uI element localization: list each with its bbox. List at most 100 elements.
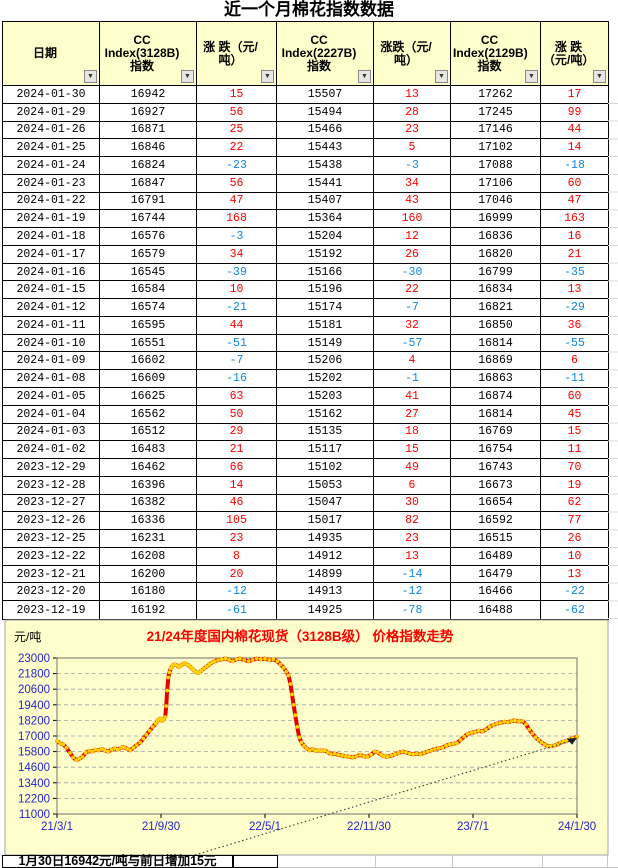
value-cell[interactable]: 28 bbox=[374, 103, 451, 122]
date-cell[interactable]: 2023-12-28 bbox=[3, 476, 100, 495]
value-cell[interactable]: 17146 bbox=[451, 121, 541, 140]
value-cell[interactable]: 15 bbox=[541, 423, 608, 442]
value-cell[interactable]: 16512 bbox=[100, 423, 197, 442]
value-cell[interactable]: 16592 bbox=[451, 512, 541, 531]
value-cell[interactable]: 16396 bbox=[100, 476, 197, 495]
value-cell[interactable]: -22 bbox=[541, 583, 608, 602]
value-cell[interactable]: 13 bbox=[541, 565, 608, 584]
value-cell[interactable]: 14 bbox=[541, 139, 608, 158]
value-cell[interactable]: 26 bbox=[374, 245, 451, 264]
value-cell[interactable]: 56 bbox=[197, 174, 277, 193]
value-cell[interactable]: 15135 bbox=[277, 423, 374, 442]
value-cell[interactable]: 82 bbox=[374, 512, 451, 531]
value-cell[interactable]: 16814 bbox=[451, 405, 541, 424]
value-cell[interactable]: 16192 bbox=[100, 601, 197, 619]
value-cell[interactable]: 16834 bbox=[451, 281, 541, 300]
value-cell[interactable]: 20 bbox=[197, 565, 277, 584]
value-cell[interactable]: 15102 bbox=[277, 459, 374, 477]
value-cell[interactable]: 44 bbox=[197, 316, 277, 335]
value-cell[interactable]: 18 bbox=[374, 423, 451, 442]
value-cell[interactable]: 16336 bbox=[100, 512, 197, 531]
date-cell[interactable]: 2023-12-21 bbox=[3, 565, 100, 584]
value-cell[interactable]: -55 bbox=[541, 334, 608, 353]
value-cell[interactable]: 16489 bbox=[451, 547, 541, 566]
date-cell[interactable]: 2024-01-05 bbox=[3, 388, 100, 406]
value-cell[interactable]: 14912 bbox=[277, 547, 374, 566]
value-cell[interactable]: 26 bbox=[541, 530, 608, 548]
value-cell[interactable]: 16927 bbox=[100, 103, 197, 122]
date-cell[interactable]: 2023-12-19 bbox=[3, 601, 100, 619]
value-cell[interactable]: 13 bbox=[374, 86, 451, 104]
footer-note-cell[interactable]: 1月30日16942元/吨与前日增加15元 bbox=[2, 855, 233, 868]
value-cell[interactable]: 15196 bbox=[277, 281, 374, 300]
value-cell[interactable]: 15 bbox=[374, 441, 451, 460]
date-cell[interactable]: 2024-01-11 bbox=[3, 316, 100, 335]
value-cell[interactable]: 15443 bbox=[277, 139, 374, 158]
value-cell[interactable]: 16488 bbox=[451, 601, 541, 619]
value-cell[interactable]: -78 bbox=[374, 601, 451, 619]
date-cell[interactable]: 2024-01-12 bbox=[3, 299, 100, 317]
date-cell[interactable]: 2024-01-30 bbox=[3, 86, 100, 104]
value-cell[interactable]: 41 bbox=[374, 388, 451, 406]
value-cell[interactable]: -12 bbox=[197, 583, 277, 602]
value-cell[interactable]: 21 bbox=[541, 245, 608, 264]
value-cell[interactable]: -30 bbox=[374, 263, 451, 282]
date-cell[interactable]: 2023-12-22 bbox=[3, 547, 100, 566]
date-cell[interactable]: 2024-01-10 bbox=[3, 334, 100, 353]
value-cell[interactable]: 45 bbox=[541, 405, 608, 424]
value-cell[interactable]: 16769 bbox=[451, 423, 541, 442]
value-cell[interactable]: 16850 bbox=[451, 316, 541, 335]
value-cell[interactable]: 16576 bbox=[100, 228, 197, 246]
value-cell[interactable]: 16584 bbox=[100, 281, 197, 300]
value-cell[interactable]: 29 bbox=[197, 423, 277, 442]
value-cell[interactable]: 15441 bbox=[277, 174, 374, 193]
value-cell[interactable]: 16820 bbox=[451, 245, 541, 264]
value-cell[interactable]: 16 bbox=[541, 228, 608, 246]
value-cell[interactable]: 21 bbox=[197, 441, 277, 460]
value-cell[interactable]: 99 bbox=[541, 103, 608, 122]
value-cell[interactable]: 17106 bbox=[451, 174, 541, 193]
value-cell[interactable]: -3 bbox=[197, 228, 277, 246]
value-cell[interactable]: 17088 bbox=[451, 157, 541, 175]
value-cell[interactable]: 13 bbox=[374, 547, 451, 566]
value-cell[interactable]: -7 bbox=[374, 299, 451, 317]
value-cell[interactable]: 15181 bbox=[277, 316, 374, 335]
value-cell[interactable]: 44 bbox=[541, 121, 608, 140]
value-cell[interactable]: 16208 bbox=[100, 547, 197, 566]
value-cell[interactable]: 160 bbox=[374, 210, 451, 229]
value-cell[interactable]: 15438 bbox=[277, 157, 374, 175]
value-cell[interactable]: 14935 bbox=[277, 530, 374, 548]
footer-empty-cell[interactable] bbox=[233, 855, 278, 868]
value-cell[interactable]: 16743 bbox=[451, 459, 541, 477]
value-cell[interactable]: 168 bbox=[197, 210, 277, 229]
value-cell[interactable]: 15117 bbox=[277, 441, 374, 460]
value-cell[interactable]: 23 bbox=[374, 530, 451, 548]
date-cell[interactable]: 2024-01-23 bbox=[3, 174, 100, 193]
filter-dropdown-button[interactable]: ▼ bbox=[435, 70, 448, 83]
value-cell[interactable]: 16654 bbox=[451, 494, 541, 513]
value-cell[interactable]: 23 bbox=[197, 530, 277, 548]
value-cell[interactable]: 17102 bbox=[451, 139, 541, 158]
date-cell[interactable]: 2024-01-02 bbox=[3, 441, 100, 460]
value-cell[interactable]: 14 bbox=[197, 476, 277, 495]
value-cell[interactable]: -61 bbox=[197, 601, 277, 619]
value-cell[interactable]: 15204 bbox=[277, 228, 374, 246]
value-cell[interactable]: 15166 bbox=[277, 263, 374, 282]
value-cell[interactable]: -62 bbox=[541, 601, 608, 619]
value-cell[interactable]: 16871 bbox=[100, 121, 197, 140]
value-cell[interactable]: 16180 bbox=[100, 583, 197, 602]
value-cell[interactable]: 16479 bbox=[451, 565, 541, 584]
value-cell[interactable]: 22 bbox=[197, 139, 277, 158]
filter-dropdown-button[interactable]: ▼ bbox=[84, 70, 97, 83]
value-cell[interactable]: 17046 bbox=[451, 192, 541, 211]
value-cell[interactable]: -35 bbox=[541, 263, 608, 282]
value-cell[interactable]: 4 bbox=[374, 352, 451, 371]
date-cell[interactable]: 2024-01-25 bbox=[3, 139, 100, 158]
value-cell[interactable]: 15206 bbox=[277, 352, 374, 371]
value-cell[interactable]: 16466 bbox=[451, 583, 541, 602]
value-cell[interactable]: 14899 bbox=[277, 565, 374, 584]
value-cell[interactable]: 17262 bbox=[451, 86, 541, 104]
date-cell[interactable]: 2023-12-25 bbox=[3, 530, 100, 548]
value-cell[interactable]: 27 bbox=[374, 405, 451, 424]
value-cell[interactable]: 16200 bbox=[100, 565, 197, 584]
